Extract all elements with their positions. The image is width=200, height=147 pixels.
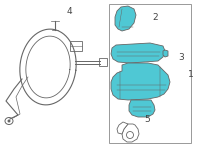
Text: 1: 1 <box>188 70 194 78</box>
Polygon shape <box>129 100 155 117</box>
Text: 4: 4 <box>66 6 72 15</box>
Text: 3: 3 <box>178 52 184 61</box>
Polygon shape <box>122 124 139 142</box>
Bar <box>99 58 107 66</box>
Bar <box>70 41 82 51</box>
Text: 5: 5 <box>144 115 150 123</box>
Ellipse shape <box>8 120 10 122</box>
Polygon shape <box>111 43 165 63</box>
Polygon shape <box>111 63 170 100</box>
Polygon shape <box>117 122 128 134</box>
Circle shape <box>127 132 134 138</box>
Text: 2: 2 <box>152 12 158 21</box>
Polygon shape <box>163 50 168 57</box>
Bar <box>109 4 191 143</box>
Polygon shape <box>115 6 136 31</box>
